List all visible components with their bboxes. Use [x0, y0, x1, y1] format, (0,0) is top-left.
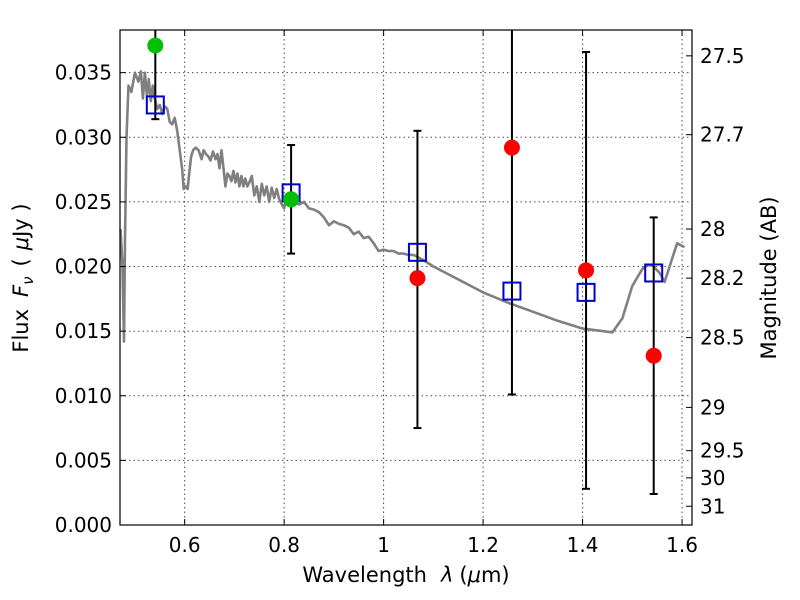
y-tick-label: 0.030 — [55, 125, 112, 149]
y-tick-label: 0.035 — [55, 61, 112, 85]
tick-layer: 0.6 0.8 1 1.2 1.4 1.6 0.000 0.005 0.010 0.015 0.02… — [55, 30, 745, 557]
y-axis-unit-mu: μ — [9, 237, 33, 251]
observed_red-point — [578, 262, 595, 279]
model-photometry-square — [145, 95, 165, 115]
y-tick-label: 0.010 — [55, 384, 112, 408]
y-axis-unit-rest: Jy ) — [9, 203, 33, 239]
y-axis-f-symbol: F — [9, 284, 33, 297]
x-tick-label: 1 — [377, 533, 390, 557]
x-tick-label: 1.6 — [666, 533, 698, 557]
observed_green-point — [147, 37, 164, 54]
plot-frame — [119, 29, 693, 526]
model-photometry-square — [407, 242, 427, 262]
y2-tick-label: 28.2 — [700, 266, 745, 290]
y2-tick-label: 29 — [700, 395, 725, 419]
y-tick-label: 0.015 — [55, 319, 112, 343]
x-axis-title: Wavelength λ (μm) — [302, 563, 509, 587]
y2-axis-title: Magnitude (AB) — [757, 196, 781, 359]
y2-tick-label: 27.5 — [700, 44, 745, 68]
y2-tick-label: 31 — [700, 494, 725, 518]
y-axis-title: Flux Fν ( μJy ) — [9, 203, 37, 352]
y-axis-title-text: Flux — [9, 309, 33, 353]
y-axis-unit-open: ( — [9, 258, 33, 266]
x-axis-title-text: Wavelength — [302, 563, 427, 587]
model-photometry-square — [502, 281, 522, 301]
x-axis-unit-open: ( — [459, 563, 467, 587]
x-axis-lambda-symbol: λ — [440, 563, 453, 587]
x-axis-unit-rest: m) — [481, 563, 510, 587]
x-axis-unit-mu: μ — [467, 563, 481, 587]
y-tick-label: 0.020 — [55, 255, 112, 279]
y-tick-label: 0.000 — [55, 513, 112, 537]
observed_red-point — [503, 139, 520, 156]
model-photometry-square — [644, 263, 664, 283]
x-tick-label: 0.8 — [268, 533, 300, 557]
x-tick-label: 1.2 — [467, 533, 499, 557]
model-photometry-square — [576, 282, 596, 302]
y2-tick-label: 28.5 — [700, 326, 745, 350]
observed_green-point — [283, 191, 300, 208]
series-layer — [119, 30, 686, 495]
y-tick-label: 0.005 — [55, 448, 112, 472]
observed_red-point — [645, 347, 662, 364]
y2-tick-label: 27.7 — [700, 123, 745, 147]
y2-tick-label: 29.5 — [700, 439, 745, 463]
observed_red-point — [409, 270, 426, 287]
y-axis-nu-symbol: ν — [19, 276, 37, 284]
y2-tick-label: 28 — [700, 217, 725, 241]
y2-tick-label: 30 — [700, 466, 725, 490]
x-tick-label: 1.4 — [567, 533, 599, 557]
y-tick-label: 0.025 — [55, 190, 112, 214]
x-tick-label: 0.6 — [169, 533, 201, 557]
